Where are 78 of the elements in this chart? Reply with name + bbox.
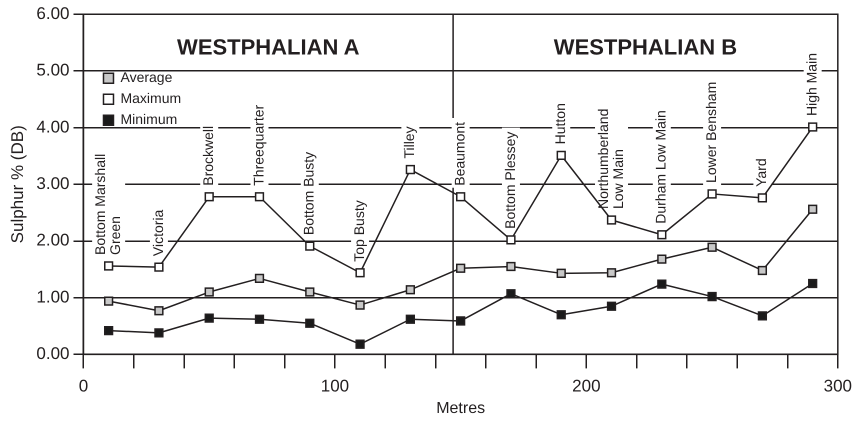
point: [758, 266, 768, 276]
point: [556, 310, 566, 320]
legend-label: Average: [120, 69, 173, 86]
y-tick-label: 1.00: [36, 287, 70, 306]
point: [204, 313, 214, 323]
point: [355, 300, 365, 310]
y-tick-label: 6.00: [36, 4, 70, 23]
annotation: Yard: [753, 158, 770, 187]
point: [254, 192, 264, 202]
y-tick-label: 2.00: [36, 230, 70, 250]
point: [506, 262, 516, 272]
point: [808, 278, 818, 288]
y-axis-title: Sulphur % (DB): [8, 125, 27, 244]
x-axis-title: Metres: [436, 400, 486, 417]
point: [808, 204, 818, 214]
x-tick-label: 100: [320, 376, 350, 396]
annotation: High Main: [804, 53, 820, 116]
point: [456, 316, 466, 326]
point: [556, 268, 566, 278]
legend-label: Minimum: [120, 111, 178, 128]
y-tick-label: 3.00: [36, 174, 70, 193]
point: [104, 296, 114, 306]
x-tick-label: 300: [824, 376, 852, 396]
annotation: Tilley: [401, 126, 418, 159]
point: [305, 287, 314, 297]
point: [606, 215, 616, 225]
point: [707, 292, 717, 302]
point: [204, 192, 214, 202]
point: [355, 340, 365, 349]
point: [154, 306, 164, 316]
point: [355, 268, 365, 278]
x-tick-label: 0: [78, 376, 88, 396]
annotation: Brockwell: [200, 126, 216, 186]
y-tick-label: 5.00: [36, 60, 70, 80]
point: [406, 285, 416, 294]
annotation: Bottom Busty: [300, 152, 317, 236]
point: [406, 314, 416, 324]
legend-label: Maximum: [120, 90, 182, 106]
point: [254, 274, 264, 284]
y-tick-label: 0.00: [36, 344, 70, 364]
y-tick-label: 4.00: [36, 117, 70, 136]
point: [506, 289, 516, 298]
annotation: Threequarter: [250, 104, 266, 186]
point: [154, 328, 164, 338]
point: [305, 241, 314, 251]
point: [606, 302, 616, 311]
point: [758, 311, 768, 320]
point: [104, 326, 114, 336]
x-tick-label: 200: [572, 376, 601, 396]
annotation: WESTPHALIAN A: [177, 34, 360, 60]
point: [406, 164, 416, 174]
annotation: Bottom Marshall Green: [92, 154, 123, 255]
point: [456, 264, 466, 273]
point: [707, 242, 717, 252]
point: [556, 150, 566, 160]
point: [104, 261, 114, 271]
point: [758, 193, 768, 203]
annotation: WESTPHALIAN B: [554, 34, 738, 60]
annotation: Beaumont: [452, 122, 468, 186]
point: [456, 192, 466, 202]
point: [657, 279, 666, 289]
annotation: Durham Low Main: [652, 110, 669, 224]
point: [154, 262, 164, 272]
point: [606, 268, 616, 278]
annotation: Hutton: [552, 103, 568, 144]
point: [305, 318, 314, 328]
annotation: Lower Bensham: [702, 82, 719, 183]
annotation: Top Busty: [350, 200, 367, 262]
point: [506, 235, 516, 245]
point: [657, 254, 666, 264]
point: [204, 287, 214, 297]
point: [254, 314, 264, 324]
point: [657, 230, 666, 240]
point: [707, 189, 717, 199]
annotation: Victoria: [150, 209, 166, 256]
point: [808, 122, 818, 132]
annotation: Bottom Plessey: [502, 132, 518, 229]
annotation: Northumberland Low Main: [594, 108, 626, 210]
